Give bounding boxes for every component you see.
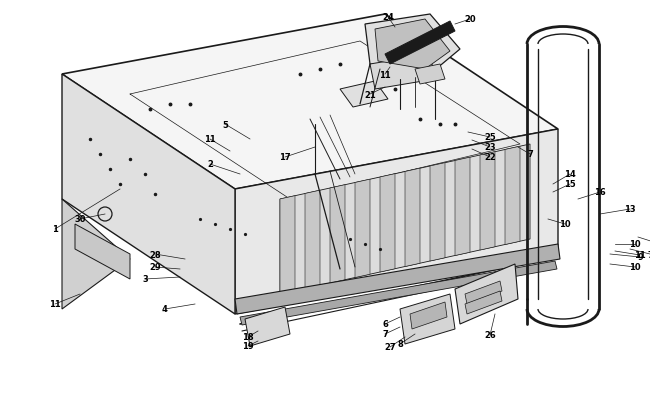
Text: 2: 2 bbox=[207, 160, 213, 169]
Polygon shape bbox=[465, 291, 502, 314]
Text: 10: 10 bbox=[559, 220, 571, 229]
Text: 30: 30 bbox=[74, 215, 86, 224]
Text: 19: 19 bbox=[242, 342, 254, 351]
Polygon shape bbox=[62, 200, 130, 309]
Polygon shape bbox=[380, 174, 395, 272]
Polygon shape bbox=[330, 185, 345, 284]
Text: 7: 7 bbox=[382, 330, 388, 339]
Polygon shape bbox=[280, 196, 295, 294]
Text: 14: 14 bbox=[564, 170, 576, 179]
Polygon shape bbox=[455, 158, 470, 256]
Polygon shape bbox=[375, 20, 450, 70]
Polygon shape bbox=[62, 15, 558, 190]
Polygon shape bbox=[340, 82, 388, 108]
Text: 8: 8 bbox=[397, 340, 403, 349]
Polygon shape bbox=[480, 152, 495, 250]
Text: 18: 18 bbox=[242, 333, 254, 342]
Polygon shape bbox=[400, 294, 455, 344]
Polygon shape bbox=[405, 169, 420, 267]
Text: 26: 26 bbox=[484, 331, 496, 340]
Text: 11: 11 bbox=[634, 251, 646, 260]
Polygon shape bbox=[240, 261, 557, 325]
Polygon shape bbox=[355, 180, 370, 278]
Text: 24: 24 bbox=[382, 13, 394, 22]
Polygon shape bbox=[430, 163, 445, 261]
Polygon shape bbox=[235, 244, 560, 314]
Text: 17: 17 bbox=[280, 153, 291, 162]
Polygon shape bbox=[305, 191, 320, 289]
Polygon shape bbox=[410, 302, 447, 329]
Text: 1: 1 bbox=[52, 225, 58, 234]
Text: 10: 10 bbox=[629, 240, 641, 249]
Text: 7: 7 bbox=[647, 250, 650, 259]
Text: 9: 9 bbox=[637, 253, 643, 262]
Text: 20: 20 bbox=[464, 15, 476, 24]
Polygon shape bbox=[415, 65, 445, 85]
Polygon shape bbox=[465, 281, 502, 304]
Text: 7: 7 bbox=[527, 150, 533, 159]
Text: 29: 29 bbox=[150, 263, 161, 272]
Text: 3: 3 bbox=[142, 275, 148, 284]
Text: 11: 11 bbox=[49, 300, 61, 309]
Text: 21: 21 bbox=[364, 90, 376, 99]
Polygon shape bbox=[365, 15, 460, 75]
Text: 16: 16 bbox=[594, 188, 606, 197]
Text: 10: 10 bbox=[629, 263, 641, 272]
Text: 15: 15 bbox=[564, 180, 576, 189]
Text: 11: 11 bbox=[204, 135, 216, 144]
Polygon shape bbox=[280, 145, 530, 294]
Text: 22: 22 bbox=[484, 153, 496, 162]
Text: 28: 28 bbox=[150, 250, 161, 259]
Text: 13: 13 bbox=[624, 205, 636, 214]
Text: 25: 25 bbox=[484, 133, 496, 142]
Text: 4: 4 bbox=[162, 305, 168, 314]
Polygon shape bbox=[75, 224, 130, 279]
Polygon shape bbox=[455, 264, 518, 324]
Text: 5: 5 bbox=[222, 120, 228, 129]
Polygon shape bbox=[62, 75, 235, 314]
Polygon shape bbox=[505, 147, 520, 245]
Text: 27: 27 bbox=[384, 343, 396, 352]
Polygon shape bbox=[235, 130, 558, 314]
Polygon shape bbox=[370, 55, 435, 90]
Polygon shape bbox=[245, 307, 290, 346]
Polygon shape bbox=[385, 22, 455, 65]
Text: 23: 23 bbox=[484, 143, 496, 152]
Text: 6: 6 bbox=[382, 320, 388, 329]
Text: 11: 11 bbox=[379, 70, 391, 79]
